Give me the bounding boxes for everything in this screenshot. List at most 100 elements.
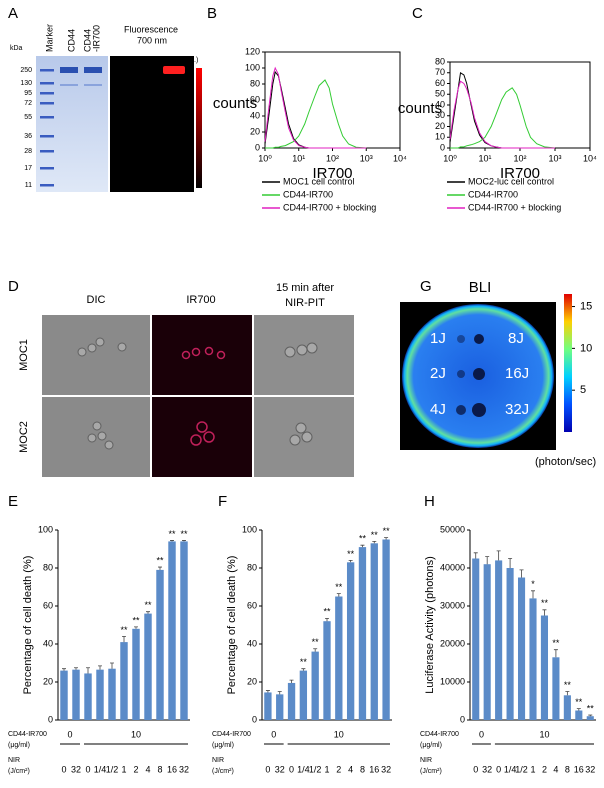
micrograph [152, 397, 252, 477]
y-tick-label: 60 [250, 94, 260, 104]
kda-label: kDa [10, 45, 23, 52]
y-tick-label: 100 [38, 524, 53, 534]
error-bar [313, 648, 318, 652]
x-tick-label: 1 [324, 764, 329, 774]
error-bar [496, 550, 501, 561]
y-tick-label: 60 [435, 78, 445, 88]
x-tick-label: 1/2 [309, 764, 322, 774]
lane-label: Marker [44, 24, 54, 52]
well-label: 8J [508, 330, 524, 347]
cell [92, 421, 102, 431]
marker-label: 130 [20, 80, 32, 87]
y-tick-label: 0 [460, 714, 465, 724]
x-tick-label: 4 [553, 764, 558, 774]
y-tick-label: 100 [245, 62, 260, 72]
cell [295, 422, 307, 434]
x-tick-label: 10⁴ [583, 153, 597, 163]
x-tick-label: 0 [265, 764, 270, 774]
well [457, 335, 465, 343]
x-tick-label: 2 [336, 764, 341, 774]
error-bar [519, 569, 524, 578]
legend-label: MOC1 cell control [283, 176, 355, 186]
well [474, 334, 484, 344]
panel-label: D [8, 278, 19, 295]
x-tick-label: 10⁴ [393, 153, 407, 163]
bar [299, 670, 308, 720]
series-line [449, 71, 555, 149]
y-tick-label: 100 [242, 524, 257, 534]
x-tick-label: 16 [369, 764, 379, 774]
error-bar [360, 544, 365, 548]
error-bar [384, 537, 389, 540]
legend-label: CD44-IR700 [468, 189, 518, 199]
dose-label: 0 [271, 729, 276, 739]
y-tick-label: 0 [48, 714, 53, 724]
x-tick-label: 10⁰ [443, 153, 457, 163]
error-bar [74, 667, 78, 670]
cell [97, 431, 107, 441]
fluor-title: 700 nm [137, 35, 167, 45]
x-tick-label: 2 [133, 764, 138, 774]
y-axis-title: Percentage of cell death (%) [226, 556, 238, 695]
bar [517, 577, 526, 720]
panel-label: H [424, 493, 435, 510]
significance: ** [552, 638, 560, 648]
legend-label: CD44-IR700 + blocking [283, 202, 376, 212]
x-tick-label: 1 [121, 764, 126, 774]
y-tick-label: 60 [247, 600, 257, 610]
bar [84, 673, 92, 720]
error-bar [565, 691, 570, 696]
cell [190, 434, 202, 446]
bar [335, 596, 343, 720]
error-bar [86, 667, 90, 674]
bar [483, 564, 491, 720]
y-tick-label: 50 [435, 89, 445, 99]
well [457, 370, 465, 378]
y-tick-label: 0 [440, 142, 445, 152]
dose-label: 10 [539, 729, 549, 739]
x-tick-label: 1/4 [297, 764, 310, 774]
cell [301, 431, 313, 443]
bar [529, 598, 537, 720]
well-label: 32J [505, 401, 529, 418]
x-tick-label: 1/2 [515, 764, 528, 774]
error-bar [134, 626, 138, 629]
cell [216, 350, 226, 360]
bar [495, 560, 503, 720]
y-axis-title: counts [398, 100, 442, 117]
significance: ** [312, 637, 320, 647]
micrograph [152, 315, 252, 395]
y-tick-label: 20 [250, 126, 260, 136]
bar [264, 692, 272, 720]
y-axis-title: Luciferase Activity (photons) [424, 556, 436, 694]
y-tick-label: 30000 [440, 600, 465, 610]
marker-label: 72 [24, 100, 32, 107]
x-tick-label: 32 [381, 764, 391, 774]
bar [96, 669, 104, 720]
x-tick-label: 4 [348, 764, 353, 774]
y-tick-label: 80 [250, 78, 260, 88]
cell [204, 346, 214, 356]
bar [180, 541, 188, 720]
marker-band [40, 150, 54, 153]
significance: ** [168, 529, 176, 539]
bar [575, 710, 583, 720]
row-label: MOC2 [18, 421, 30, 453]
dose-label: 10 [131, 729, 141, 739]
well [456, 405, 466, 415]
error-bar [336, 593, 341, 597]
bar [168, 541, 176, 720]
x-tick-label: 10¹ [478, 153, 491, 163]
bar [108, 668, 116, 720]
cell [117, 342, 127, 352]
error-bar [325, 617, 329, 622]
bar [552, 657, 560, 720]
x-tick-label: 0 [85, 764, 90, 774]
x-tick-label: 16 [167, 764, 177, 774]
colorbar-tick-label: 10 [580, 342, 592, 354]
error-bar [170, 540, 174, 542]
panel-g: G BLI 1J 2J 4J 8J 16J 32J (photon/sec) [400, 278, 596, 468]
dose-title: CD44-IR700 [212, 731, 251, 738]
unit-label: (photon/sec) [535, 456, 596, 468]
error-bar [110, 662, 114, 669]
